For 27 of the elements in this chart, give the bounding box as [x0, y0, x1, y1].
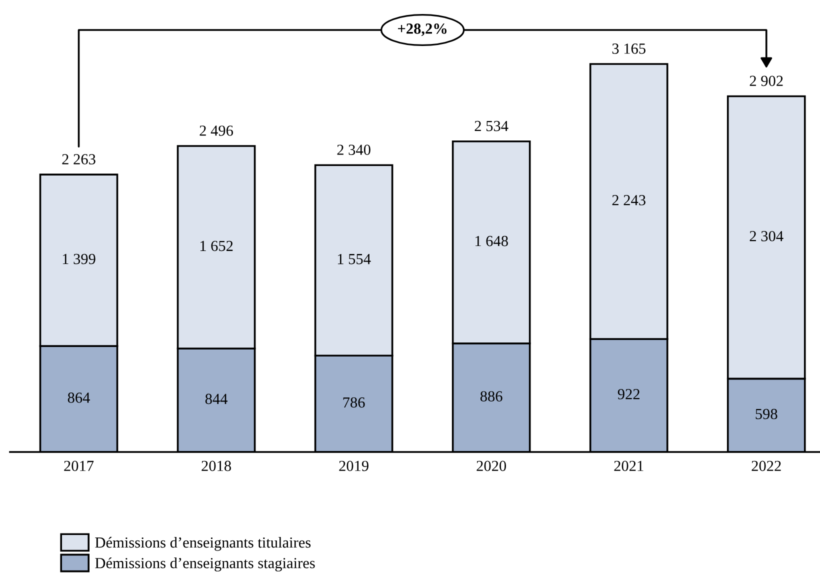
total-label: 2 902	[750, 76, 783, 86]
data-label: 1 652	[200, 240, 233, 252]
data-label: 598	[756, 408, 778, 420]
data-label: 2 243	[612, 195, 646, 206]
data-label: 2 304	[750, 230, 784, 242]
total-label: 2 263	[62, 154, 96, 164]
data-label: 844	[205, 394, 228, 404]
x-tick-label: 2017	[64, 460, 94, 472]
data-label: 1 399	[62, 254, 96, 264]
text: +28,2%	[398, 24, 446, 36]
x-tick-label: 2022	[752, 460, 781, 472]
total-label: 2 496	[200, 126, 234, 136]
data-label: 786	[343, 397, 365, 408]
legend-label: Démissions d’enseignants titulaires	[95, 536, 311, 551]
total-label: 2 534	[474, 120, 508, 132]
x-tick-label: 2020	[476, 460, 506, 472]
total-label: 3 165	[612, 44, 646, 54]
x-tick-label: 2019	[339, 460, 368, 472]
legend-label: Démissions d’enseignants stagiaires	[95, 557, 315, 572]
data-label: 1 648	[475, 236, 508, 246]
data-label: 886	[480, 391, 502, 402]
data-label: 1 554	[338, 254, 371, 264]
x-tick-label: 2021	[614, 460, 644, 472]
data-label: 922	[618, 389, 640, 400]
data-label: 864	[68, 392, 90, 403]
total-label: 2 340	[337, 144, 370, 155]
x-tick-label: 2018	[202, 460, 231, 472]
